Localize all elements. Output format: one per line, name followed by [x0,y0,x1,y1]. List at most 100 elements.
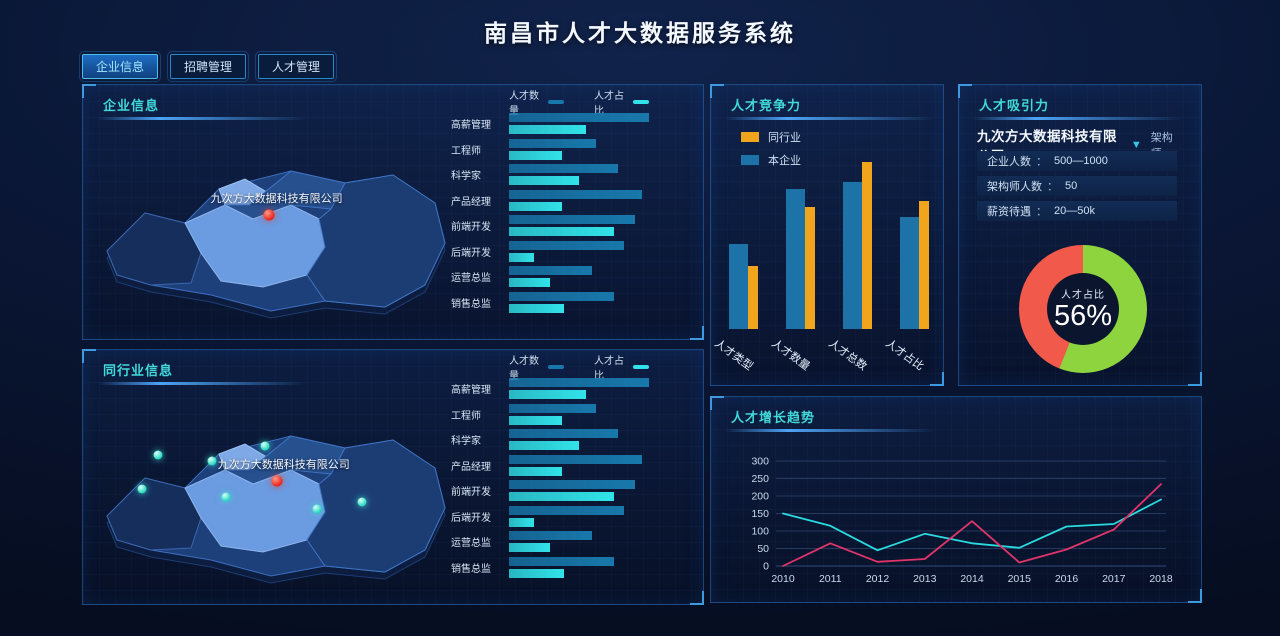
bar-row: 后端开发 [451,505,649,527]
bar [509,215,635,224]
panel-title: 人才吸引力 [979,98,1050,113]
bar-row-label: 高薪管理 [451,120,491,131]
line-chart-svg: 0 50 100 150 200 250 300 2010 2011 2012 2013 2014 20… [751,456,1172,586]
svg-text:200: 200 [751,491,769,503]
bar [509,291,614,301]
talent-ratio-donut: 人才占比 56% [1019,245,1147,373]
tab-bar: 企业信息 招聘管理 人才管理 [78,51,338,82]
info-value: 50 [1065,180,1078,192]
bar-row: 销售总监 [451,556,649,578]
talent-dot-icon [207,456,217,466]
bar [509,201,563,211]
svg-text:300: 300 [751,456,769,468]
bar-row: 前端开发 [451,480,649,501]
info-label: 企业人数 [987,156,1031,168]
bar [805,206,815,329]
bar [509,492,614,501]
legend-item: 人才占比 [594,87,649,117]
header-underline [725,117,935,120]
bar-row-label: 产品经理 [451,461,491,473]
panel-title: 同行业信息 [103,363,174,378]
bar-row-label: 前端开发 [451,222,491,233]
bar-pair [509,480,649,501]
bar-pair [509,531,649,552]
bar [509,176,579,185]
legend-item: 人才数量 [509,87,564,117]
legend-swatch [741,155,759,165]
bar-row-label: 工程师 [451,145,481,157]
bar [509,568,564,578]
bar-pair [509,378,649,399]
bar-row: 工程师 [451,403,649,425]
svg-text:2016: 2016 [1055,573,1079,585]
info-separator: ： [1036,156,1047,168]
panel-enterprise-info: 企业信息 九次方大数据科技有限公司 人才数量 人才占比 高薪管理 工程师 科学家 产品经理… [82,84,704,340]
company-marker-icon [271,475,283,487]
talent-dot-icon [137,484,147,494]
bar [509,227,614,236]
bar-row-label: 科学家 [451,436,481,447]
bar-row-label: 销售总监 [451,298,491,310]
tab-enterprise-info[interactable]: 企业信息 [78,51,162,82]
header-underline [97,117,307,120]
svg-text:150: 150 [751,508,769,520]
svg-text:250: 250 [751,473,769,485]
bar-row: 销售总监 [451,291,649,313]
bar [509,403,596,413]
bar [509,113,649,122]
svg-text:100: 100 [751,526,769,538]
dropdown-arrow-icon[interactable]: ▼ [1130,139,1142,151]
legend-label: 人才数量 [509,356,539,382]
legend-item: 同行业 [741,129,801,145]
bar-pair [509,403,649,425]
legend-item: 人才数量 [509,352,564,382]
bar [509,429,619,438]
map-shape [106,170,446,319]
bar-row: 前端开发 [451,215,649,236]
bar-row-label: 销售总监 [451,563,491,575]
talent-dot-icon [221,492,231,502]
bar-row: 科学家 [451,429,649,450]
company-map-label: 九次方大数据科技有限公司 [210,193,343,205]
legend-label: 人才占比 [594,356,624,382]
tab-recruit-manage[interactable]: 招聘管理 [167,51,250,82]
bar-pair [509,429,649,450]
info-value: 20—50k [1054,205,1095,217]
talent-bar-chart: 人才数量 人才占比高薪管理工程师科学家产品经理前端开发后端开发运营总监销售总监 [451,356,649,582]
panel-title: 人才增长趋势 [731,410,816,425]
legend-label: 同行业 [768,132,801,144]
x-axis-label: 人才占比 [883,337,926,373]
panel-title: 企业信息 [103,98,160,113]
legend-item: 本企业 [741,152,801,168]
bar-pair [509,556,649,578]
svg-text:2013: 2013 [913,573,937,585]
bar-row-label: 运营总监 [451,538,491,549]
talent-dot-icon [260,441,270,451]
bar [509,303,564,313]
map-shape [106,435,446,584]
chart-legend: 人才数量 人才占比 [509,356,649,382]
bar-row: 运营总监 [451,531,649,552]
legend-line-swatch [633,100,649,104]
bar-group: 人才类型 [712,141,758,373]
info-separator: ： [1047,181,1058,193]
bar [509,125,586,134]
page-title: 南昌市人才大数据服务系统 [484,20,796,46]
info-label: 架构师人数 [987,181,1042,193]
info-separator: ： [1036,206,1047,218]
bar [509,378,649,387]
tab-talent-manage[interactable]: 人才管理 [255,51,338,82]
bar-row: 后端开发 [451,240,649,262]
bar [843,182,862,329]
bar [509,531,592,540]
bar [862,161,872,329]
nanchang-map: 九次方大数据科技有限公司 [93,400,453,600]
info-row: 企业人数 ： 500—1000 [977,151,1177,171]
bar-row-label: 高薪管理 [451,385,491,396]
bar [509,252,535,262]
donut-center: 人才占比 56% [1047,273,1119,345]
svg-text:2012: 2012 [866,573,890,585]
bar [786,188,805,329]
bar-row: 产品经理 [451,189,649,211]
